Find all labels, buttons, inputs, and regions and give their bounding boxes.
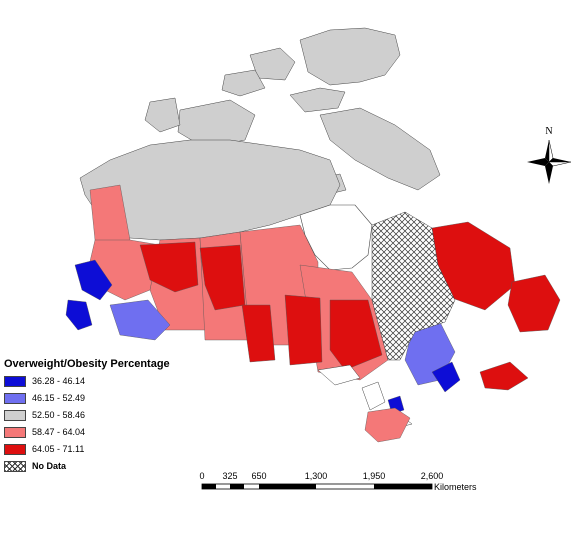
legend: Overweight/Obesity Percentage 36.28 - 46… — [4, 358, 184, 475]
legend-item: 46.15 - 52.49 — [4, 390, 184, 406]
region-bc-southern-interior — [109, 299, 171, 341]
north-arrow: N — [527, 126, 572, 184]
legend-swatch — [4, 409, 26, 421]
legend-label: 58.47 - 64.04 — [32, 427, 86, 437]
scale-bar: 0 325 650 1,300 1,950 2,600 Kilometers — [199, 471, 477, 492]
legend-swatch — [4, 443, 26, 455]
scale-unit: Kilometers — [434, 482, 477, 492]
legend-label: 52.50 - 58.46 — [32, 410, 86, 420]
region-victoria-island — [177, 99, 256, 149]
low-regions — [65, 259, 461, 415]
region-baffin-island — [319, 107, 441, 191]
lake-huron — [361, 381, 386, 411]
legend-title: Overweight/Obesity Percentage — [4, 358, 170, 370]
legend-swatch — [4, 426, 26, 438]
scale-tick-1950: 1,950 — [363, 471, 386, 481]
legend-items: 36.28 - 46.14 46.15 - 52.49 52.50 - 58.46 5… — [4, 373, 184, 474]
region-vancouver-island — [65, 299, 93, 331]
hudson-bay — [299, 204, 373, 271]
region-nova-scotia — [479, 361, 529, 391]
legend-item: 58.47 - 64.04 — [4, 424, 184, 440]
legend-item: 52.50 - 58.46 — [4, 407, 184, 423]
legend-label: No Data — [32, 461, 67, 471]
region-quebec-city — [431, 361, 461, 393]
scale-tick-650: 650 — [251, 471, 266, 481]
region-devon-island — [289, 87, 346, 113]
scale-tick-325: 325 — [222, 471, 237, 481]
legend-swatch — [4, 375, 26, 387]
north-label: N — [545, 126, 552, 137]
legend-label: 46.15 - 52.49 — [32, 393, 86, 403]
legend-label: 64.05 - 71.11 — [32, 444, 85, 454]
legend-item: No Data — [4, 458, 184, 474]
high-regions — [139, 221, 561, 391]
legend-swatch — [4, 392, 26, 404]
region-bc-coast-north — [74, 259, 113, 301]
region-newfoundland — [507, 274, 561, 333]
region-on-northwest — [284, 294, 323, 366]
legend-label: 36.28 - 46.14 — [32, 376, 86, 386]
scale-tick-0: 0 — [199, 471, 204, 481]
legend-swatch — [4, 460, 26, 472]
region-banks-island — [144, 97, 181, 133]
region-mb-central — [241, 304, 276, 363]
region-on-northeast — [329, 299, 383, 371]
legend-item: 64.05 - 71.11 — [4, 441, 184, 457]
region-ellesmere-island — [299, 27, 401, 86]
scale-tick-2600: 2,600 — [421, 471, 444, 481]
arctic-islands — [144, 27, 441, 196]
lake-superior — [317, 364, 361, 386]
region-sk-north — [199, 244, 246, 311]
legend-item: 36.28 - 46.14 — [4, 373, 184, 389]
scale-tick-1300: 1,300 — [305, 471, 328, 481]
region-ab-north — [139, 241, 199, 293]
region-parry-islands — [221, 69, 266, 97]
region-quebec-north-no-data — [371, 211, 456, 361]
region-southern-ontario — [364, 407, 411, 443]
